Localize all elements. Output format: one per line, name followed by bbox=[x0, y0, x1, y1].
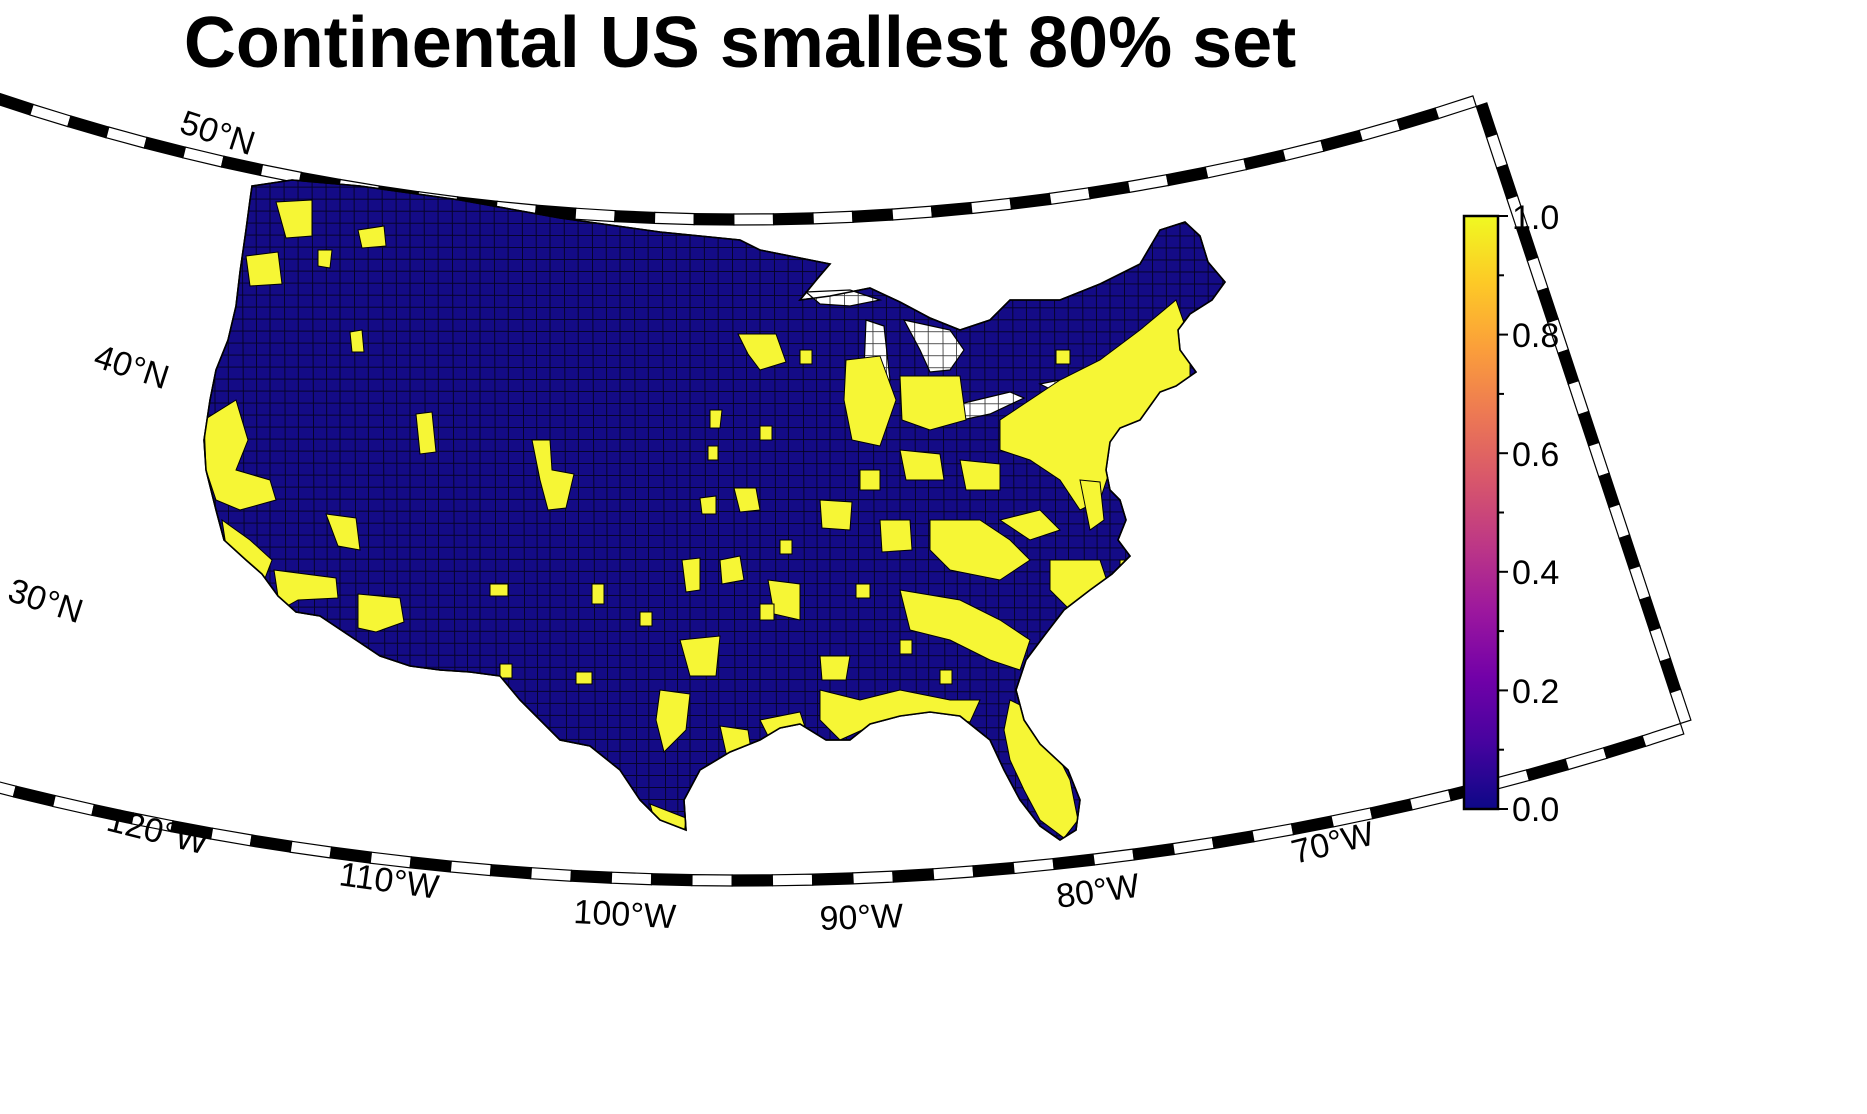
set-county-region bbox=[531, 439, 575, 511]
smallest-80-set-counties bbox=[204, 199, 1191, 839]
frame-tick bbox=[610, 871, 653, 886]
lon-label-80w: 80°W bbox=[1054, 867, 1142, 916]
set-county-region bbox=[737, 333, 787, 371]
set-county-region bbox=[733, 487, 761, 513]
set-county-region bbox=[929, 519, 1031, 581]
set-county-region bbox=[939, 669, 953, 685]
set-county-region bbox=[639, 611, 653, 627]
set-county-region bbox=[489, 583, 509, 597]
frame-tick bbox=[771, 873, 814, 887]
frame-tick bbox=[932, 865, 975, 881]
set-county-region bbox=[575, 671, 593, 685]
lon-label-90w: 90°W bbox=[819, 897, 904, 938]
set-county-region bbox=[245, 251, 283, 287]
map-title: Continental US smallest 80% set bbox=[183, 3, 1297, 83]
set-county-region bbox=[899, 375, 967, 431]
frame-tick bbox=[489, 864, 533, 880]
frame-tick bbox=[812, 210, 854, 225]
frame-tick bbox=[570, 869, 613, 884]
set-county-region bbox=[767, 579, 801, 621]
set-county-region bbox=[1079, 479, 1105, 531]
set-county-region bbox=[819, 655, 851, 681]
set-county-region bbox=[899, 449, 945, 481]
set-county-region bbox=[779, 539, 793, 555]
set-county-region bbox=[699, 495, 717, 515]
frame-tick bbox=[693, 212, 735, 226]
frame-tick bbox=[1669, 688, 1692, 725]
set-county-region bbox=[899, 639, 913, 655]
frame-tick bbox=[892, 868, 935, 883]
frame-tick bbox=[574, 207, 617, 223]
set-county-region bbox=[719, 555, 745, 585]
set-county-region bbox=[799, 349, 813, 365]
land-outline bbox=[203, 179, 1227, 841]
set-county-region bbox=[959, 459, 1001, 491]
frame-tick bbox=[772, 212, 814, 226]
frame-tick bbox=[851, 208, 894, 223]
frame-tick bbox=[653, 211, 696, 226]
set-county-region bbox=[681, 557, 701, 593]
set-county-region bbox=[855, 583, 871, 599]
colorbar-tick-0.4: 0.4 bbox=[1512, 554, 1559, 592]
frame-tick bbox=[891, 205, 934, 221]
frame-tick bbox=[1434, 95, 1478, 120]
colorbar-tick-0.6: 0.6 bbox=[1512, 436, 1559, 474]
set-county-region bbox=[349, 329, 365, 353]
lon-label-100w: 100°W bbox=[573, 893, 677, 936]
frame-tick bbox=[691, 873, 733, 887]
set-county-region bbox=[357, 593, 405, 633]
frame-tick bbox=[530, 867, 573, 882]
frame-tick bbox=[811, 872, 854, 886]
colorbar: 0.0 0.2 0.4 0.6 0.8 1.0 bbox=[1462, 199, 1559, 829]
set-county-region bbox=[859, 469, 881, 491]
set-county-region bbox=[317, 249, 333, 269]
set-county-region bbox=[415, 411, 437, 455]
set-county-region bbox=[357, 225, 387, 249]
colorbar-tick-0.8: 0.8 bbox=[1512, 317, 1559, 355]
set-county-region bbox=[843, 355, 897, 447]
colorbar-ticks bbox=[1498, 215, 1508, 810]
us-map bbox=[203, 179, 1227, 841]
set-county-region bbox=[655, 689, 691, 753]
set-county-region bbox=[899, 589, 1031, 671]
set-county-region bbox=[204, 399, 277, 511]
set-county-region bbox=[998, 509, 1061, 541]
frame-tick bbox=[614, 210, 656, 225]
set-county-region bbox=[707, 445, 719, 461]
frame-tick bbox=[731, 874, 774, 887]
set-county-region bbox=[759, 603, 775, 621]
frame-tick bbox=[650, 873, 693, 887]
set-county-region bbox=[819, 689, 981, 741]
set-county-region bbox=[679, 635, 721, 677]
set-county-region bbox=[879, 519, 913, 553]
set-county-region bbox=[819, 499, 853, 531]
frame-tick bbox=[733, 213, 775, 226]
frame-tick bbox=[1641, 722, 1685, 748]
colorbar-tick-0.2: 0.2 bbox=[1512, 673, 1559, 711]
set-county-region bbox=[759, 425, 773, 441]
set-county-region bbox=[709, 409, 723, 429]
set-county-region bbox=[325, 513, 361, 551]
set-county-region bbox=[499, 663, 513, 679]
frame-ticks bbox=[0, 92, 1692, 887]
set-county-region bbox=[275, 199, 313, 239]
colorbar-tick-0.0: 0.0 bbox=[1512, 791, 1559, 829]
colorbar-gradient bbox=[1462, 214, 1500, 811]
frame-tick bbox=[852, 870, 894, 885]
colorbar-tick-1.0: 1.0 bbox=[1512, 199, 1559, 237]
set-county-region bbox=[1055, 349, 1071, 365]
set-county-region bbox=[591, 583, 605, 605]
